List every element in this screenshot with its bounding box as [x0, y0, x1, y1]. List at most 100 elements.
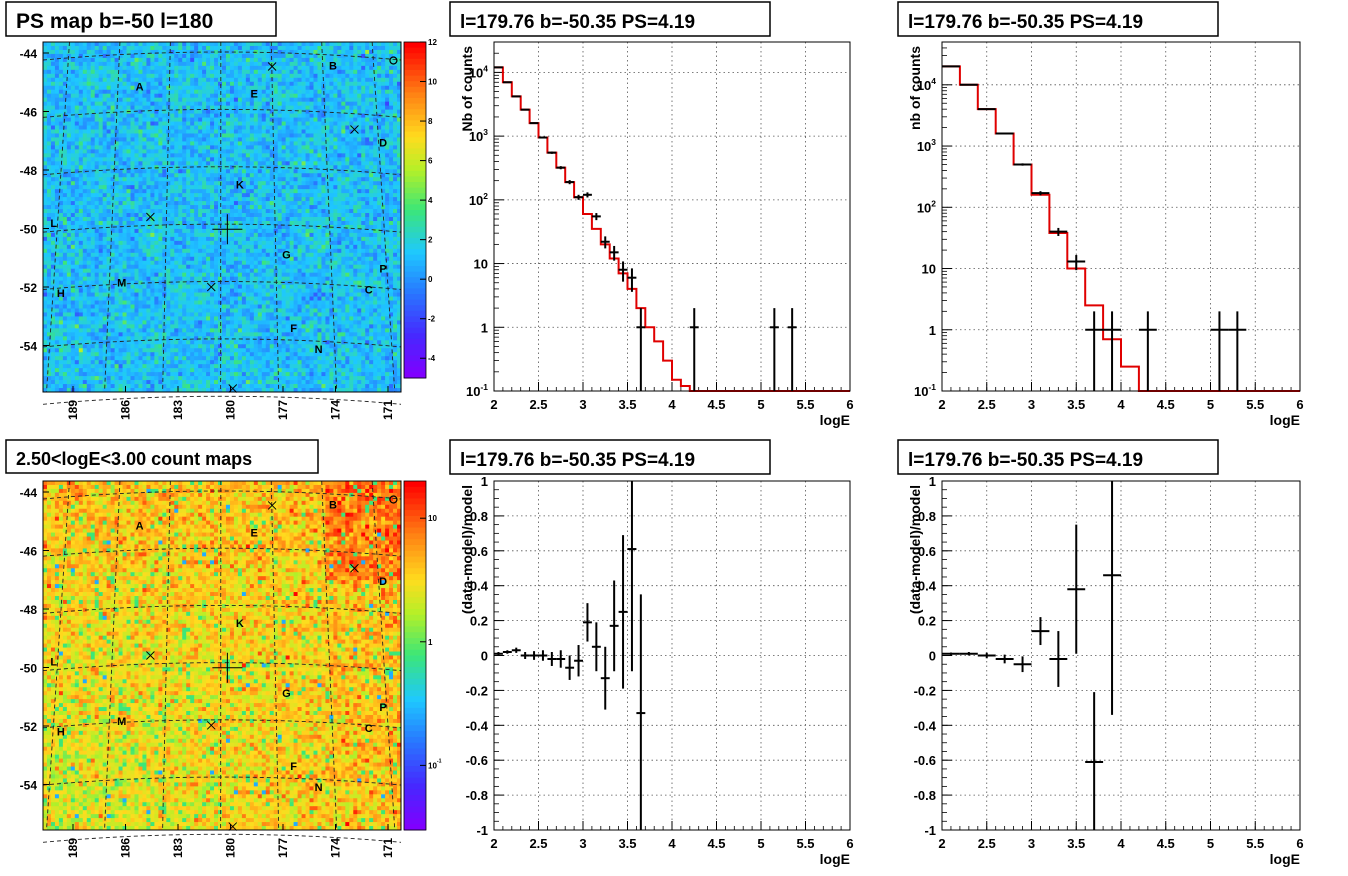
model-histogram [942, 65, 1300, 392]
colorbar-cell [404, 350, 426, 357]
colorbar-tick-label: 10-1 [428, 758, 442, 770]
map-y-tick: -54 [20, 340, 38, 354]
colorbar-cell [404, 98, 426, 105]
colorbar-frame [403, 41, 427, 379]
colorbar-cell [404, 232, 426, 239]
colorbar-cell [404, 182, 426, 189]
colorbar-cell [404, 333, 426, 340]
plot-frame [493, 41, 851, 392]
y-tick-label: 0.6 [470, 544, 488, 559]
plot-frame [493, 480, 851, 831]
map-lat-line [42, 604, 402, 614]
colorbar-cell [404, 702, 426, 709]
map-x-tick: 183 [171, 400, 185, 420]
map-colorbar-1: 12 10 8 6 4 2 0 -2 -4 [403, 38, 437, 379]
chart-title-2-box [897, 1, 1219, 37]
map-y-tick: -44 [20, 47, 38, 61]
map-lon-line [46, 41, 70, 393]
map-x-tick: 177 [276, 400, 290, 420]
chart-panel-3: 2 2.5 3 3.5 4 4.5 5 5.5 6 1 0.8 0.6 0.4 0.2 0 -0.2 -0.4 -… [459, 474, 854, 867]
colorbar-cell [404, 766, 426, 773]
x-tick-label: 3 [1028, 836, 1035, 851]
colorbar-cell [404, 544, 426, 552]
colorbar-tick-label: -4 [428, 354, 436, 363]
colorbar-cell [404, 170, 426, 177]
colorbar-cell [404, 800, 426, 808]
y-tick-label: -0.4 [914, 718, 937, 733]
plot-grid [942, 481, 1300, 830]
colorbar-cell [404, 736, 426, 744]
y-tick-label: 0 [929, 649, 936, 664]
chart-title-2: l=179.76 b=-50.35 PS=4.19 [897, 1, 1219, 37]
map-source-label: A [136, 82, 144, 94]
colorbar-cell [404, 159, 426, 166]
map-y-tick: -52 [20, 281, 38, 295]
colorbar-cell [404, 533, 426, 540]
map-title-1-box [5, 1, 277, 37]
chart-panel-1: 2 2.5 3 3.5 4 4.5 5 5.5 6 10-1 1 10 102 103 104 logE Nb … [459, 41, 854, 428]
map-source-label: E [251, 527, 258, 539]
map-source-label: P [379, 702, 386, 714]
colorbar-cell [404, 574, 426, 581]
colorbar-tick-label: 1 [428, 638, 433, 647]
map-source-label: M [117, 278, 126, 290]
colorbar-frame [403, 480, 427, 831]
map-lat-line [42, 395, 402, 405]
map-source-cross [206, 282, 216, 292]
colorbar-cell [404, 238, 426, 245]
colorbar-cell [404, 154, 426, 161]
colorbar-cell [404, 614, 426, 622]
map-x-tick: 177 [276, 838, 290, 858]
colorbar-cell [404, 777, 426, 784]
colorbar-cell [404, 344, 426, 351]
colorbar-cell [404, 597, 426, 604]
colorbar-cell [404, 492, 426, 499]
colorbar-cell [404, 165, 426, 172]
map-source-label: G [282, 688, 291, 700]
colorbar-cell [404, 198, 426, 205]
map-lat-line [42, 547, 402, 557]
colorbar-tick-label: 10 [428, 78, 437, 87]
x-tick-label: 4.5 [1157, 397, 1175, 412]
x-tick-label: 5.5 [796, 836, 814, 851]
colorbar-tick-label: 4 [428, 196, 433, 205]
map-y-tick: -54 [20, 779, 38, 793]
colorbar-cell [404, 249, 426, 256]
colorbar-tick-label: 0 [428, 275, 433, 284]
x-axis-label: logE [1270, 851, 1300, 867]
colorbar-cell [404, 210, 426, 217]
x-tick-label: 5 [1207, 836, 1214, 851]
map-panel-2: A B C D E F G H K L M N P -44 -46 -48 -50 -52 -54 189 186 183… [20, 480, 442, 858]
map-lat-line [42, 108, 402, 118]
y-tick-label: 1 [929, 323, 936, 338]
map-source-label: A [136, 520, 144, 532]
map-lat-line [42, 833, 402, 843]
x-tick-label: 4.5 [707, 397, 725, 412]
colorbar-cell [404, 510, 426, 517]
colorbar-cell [404, 667, 426, 674]
colorbar-cell [404, 603, 426, 610]
map-source-label: D [379, 138, 387, 150]
x-axis-label: logE [820, 851, 850, 867]
colorbar-cell [404, 137, 426, 144]
colorbar-cell [404, 678, 426, 686]
map-source-label: H [57, 288, 65, 300]
colorbar-cell [404, 372, 426, 379]
map-source-cross [206, 720, 216, 730]
y-tick-label: 104 [469, 63, 488, 80]
colorbar-tick-label: 12 [428, 38, 437, 47]
colorbar-cell [404, 684, 426, 691]
colorbar-cell [404, 748, 426, 755]
colorbar-cell [404, 142, 426, 149]
x-tick-label: 5 [757, 836, 764, 851]
map-lat-line [42, 166, 402, 176]
colorbar-cell [404, 608, 426, 616]
map-y-tick: -46 [20, 106, 38, 120]
x-tick-label: 3 [1028, 397, 1035, 412]
x-tick-label: 4.5 [707, 836, 725, 851]
map-source-label: F [290, 761, 297, 773]
map-source-label: K [236, 618, 244, 630]
colorbar-cell [404, 299, 426, 306]
colorbar-cell [404, 327, 426, 334]
colorbar-cell [404, 120, 426, 127]
